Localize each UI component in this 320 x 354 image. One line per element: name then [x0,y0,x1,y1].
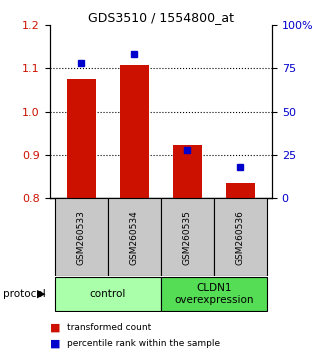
Title: GDS3510 / 1554800_at: GDS3510 / 1554800_at [88,11,234,24]
Bar [55,198,108,276]
Text: control: control [90,289,126,299]
Text: GSM260533: GSM260533 [77,210,86,265]
Text: percentile rank within the sample: percentile rank within the sample [67,339,220,348]
Text: CLDN1
overexpression: CLDN1 overexpression [174,283,253,305]
Text: GSM260536: GSM260536 [236,210,245,265]
Bar [226,183,255,198]
Text: ▶: ▶ [37,289,45,299]
Bar [55,277,161,311]
Bar [161,198,214,276]
Bar [120,65,149,198]
Bar [214,198,267,276]
Bar [67,79,96,198]
Text: ■: ■ [50,322,60,332]
Text: GSM260534: GSM260534 [130,210,139,264]
Text: protocol: protocol [3,289,46,299]
Bar [108,198,161,276]
Text: transformed count: transformed count [67,323,151,332]
Text: GSM260535: GSM260535 [183,210,192,265]
Bar [161,277,267,311]
Bar [173,145,202,198]
Text: ■: ■ [50,338,60,348]
